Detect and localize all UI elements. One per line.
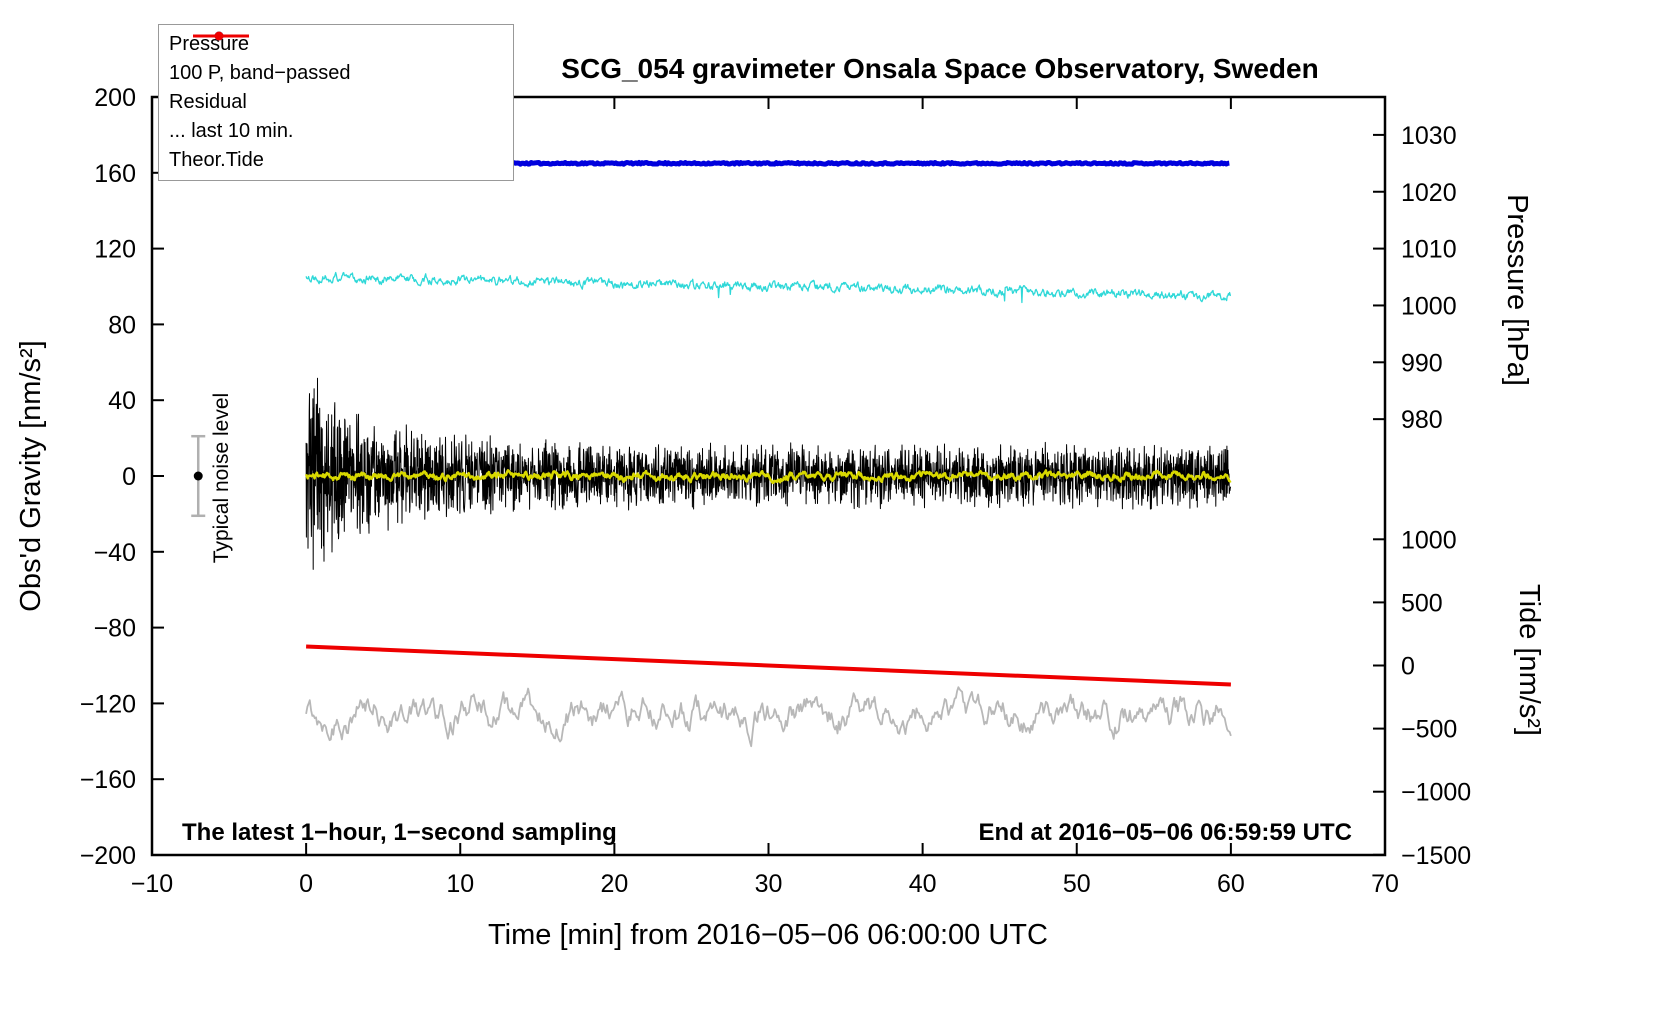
tide-tick-label: 500	[1401, 589, 1443, 617]
legend-item: Theor.Tide	[159, 31, 513, 175]
x-tick-label: 40	[909, 870, 937, 898]
x-tick-label: 0	[299, 870, 313, 898]
y-tick-label: −200	[80, 842, 136, 870]
series-theor-tide	[306, 644, 1231, 687]
y-tick-label: −120	[80, 690, 136, 718]
y-tick-label: −40	[94, 539, 136, 567]
x-tick-label: 50	[1063, 870, 1091, 898]
x-axis-label: Time [min] from 2016−05−06 06:00:00 UTC	[488, 919, 1048, 951]
legend-item: Residual	[159, 35, 513, 117]
y-axis-label-pressure: Pressure [hPa]	[1501, 194, 1533, 386]
y-tick-label: 200	[94, 84, 136, 112]
legend-item-label: ... last 10 min.	[169, 120, 294, 142]
x-tick-label: 10	[446, 870, 474, 898]
noise-marker-dot	[193, 471, 203, 481]
y-tick-label: 160	[94, 160, 136, 188]
legend-item-label: Theor.Tide	[169, 149, 264, 171]
pressure-tick-label: 1010	[1401, 236, 1457, 264]
y-tick-label: −80	[94, 615, 136, 643]
chart-generated-content: −10 0 10 20 30 40 50 60 70−200−160−120−80−400408…	[80, 84, 1472, 898]
pressure-tick-label: 1020	[1401, 179, 1457, 207]
y-tick-label: 0	[122, 463, 136, 491]
legend-sample-line	[193, 31, 249, 41]
x-tick-label: 60	[1217, 870, 1245, 898]
series-band-passed	[305, 271, 1232, 304]
x-tick-label: 30	[755, 870, 783, 898]
x-tick-label: −10	[131, 870, 173, 898]
y-axis-label-left: Obs'd Gravity [nm/s²]	[15, 340, 47, 611]
pressure-tick-label: 980	[1401, 406, 1443, 434]
tide-tick-label: 1000	[1401, 526, 1457, 554]
y-tick-label: −160	[80, 766, 136, 794]
y-tick-label: 80	[108, 311, 136, 339]
y-tick-label: 120	[94, 236, 136, 264]
pressure-tick-label: 1000	[1401, 292, 1457, 320]
tide-tick-label: −500	[1401, 716, 1457, 744]
tide-tick-label: −1500	[1401, 842, 1471, 870]
y-axis-label-tide: Tide [nm/s²]	[1513, 584, 1545, 736]
series-residual	[305, 377, 1232, 570]
legend-sample-dot	[214, 31, 224, 41]
legend-item: ... last 10 min.	[159, 34, 513, 146]
footer-end-time: End at 2016−05−06 06:59:59 UTC	[978, 819, 1352, 846]
legend-item: 100 P, band−passed	[159, 31, 513, 88]
footer-sampling-note: The latest 1−hour, 1−second sampling	[182, 819, 617, 846]
series-last-10-min	[305, 686, 1232, 748]
legend-item-label: 100 P, band−passed	[169, 62, 351, 84]
pressure-tick-label: 1030	[1401, 122, 1457, 150]
tide-tick-label: 0	[1401, 653, 1415, 681]
x-tick-label: 20	[600, 870, 628, 898]
x-tick-label: 70	[1371, 870, 1399, 898]
series-residual-smoothed	[304, 469, 1232, 485]
tide-tick-label: −1000	[1401, 779, 1471, 807]
y-tick-label: 40	[108, 387, 136, 415]
noise-level-annotation: Typical noise level	[210, 393, 233, 563]
pressure-tick-label: 990	[1401, 349, 1443, 377]
legend-item-label: Pressure	[169, 33, 250, 55]
legend-item-label: Residual	[169, 91, 247, 113]
chart-title: SCG_054 gravimeter Onsala Space Observat…	[561, 53, 1318, 84]
legend: Pressure 100 P, band−passed Residual ... la…	[158, 24, 514, 181]
